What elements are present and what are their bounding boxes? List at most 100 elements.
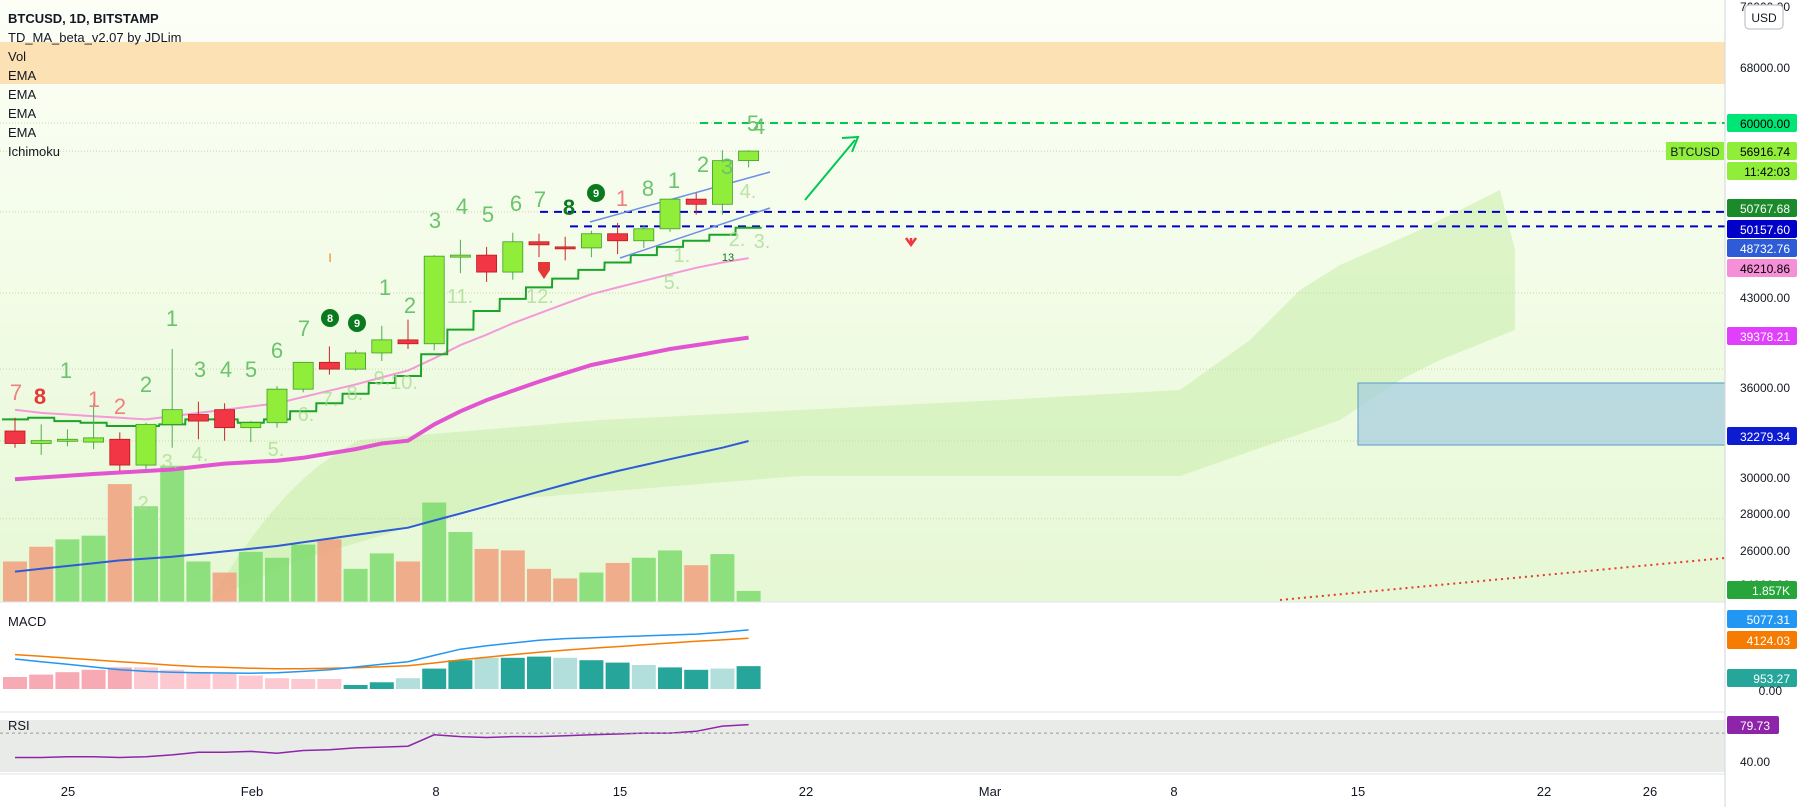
indicator-td-ma[interactable]: TD_MA_beta_v2.07 by JDLim bbox=[8, 30, 182, 45]
indicator-ema-2[interactable]: EMA bbox=[8, 87, 37, 102]
macd-histogram-bar bbox=[500, 657, 525, 689]
td-faded-count: 3. bbox=[754, 231, 771, 253]
macd-histogram-bar bbox=[579, 660, 604, 689]
td-count-green: 4 bbox=[220, 357, 232, 382]
symbol-title[interactable]: BTCUSD, 1D, BITSTAMP bbox=[8, 11, 159, 26]
price-label: 1.857K bbox=[1752, 584, 1790, 598]
candle-body bbox=[633, 228, 655, 242]
macd-histogram-bar bbox=[3, 677, 27, 689]
macd-histogram-bar bbox=[265, 678, 289, 689]
td-setup-circle bbox=[587, 184, 605, 202]
volume-bar bbox=[474, 548, 499, 602]
volume-bar bbox=[238, 551, 263, 602]
td-faded-count: 9. bbox=[374, 368, 391, 390]
volume-bar bbox=[500, 550, 525, 602]
price-label-bg bbox=[1727, 114, 1797, 132]
indicator-ema-4[interactable]: EMA bbox=[8, 125, 37, 140]
macd-histogram-bar bbox=[710, 668, 735, 689]
rsi-line bbox=[15, 723, 749, 759]
td-faded-count: 5. bbox=[664, 272, 681, 294]
volume-bar bbox=[527, 568, 551, 602]
macd-histogram-bar bbox=[134, 667, 158, 689]
macd-label: 5077.31 bbox=[1747, 613, 1791, 627]
price-axis-labels: 60000.00 56916.74 11:42:03 50767.68 50157.60… bbox=[1666, 114, 1797, 599]
price-label: 60000.00 bbox=[1740, 117, 1790, 131]
rsi-plot bbox=[0, 723, 1725, 759]
volume-bar bbox=[107, 484, 132, 602]
price-label-bg bbox=[1727, 220, 1797, 238]
currency-button[interactable] bbox=[1744, 4, 1784, 30]
volume-bar bbox=[553, 578, 578, 602]
macd-label: 953.27 bbox=[1753, 672, 1790, 686]
candlesticks[interactable] bbox=[4, 150, 759, 472]
time-tick-label: 25 bbox=[61, 784, 75, 799]
macd-histogram-bar bbox=[369, 682, 394, 689]
time-tick-label: Feb bbox=[241, 784, 263, 799]
td-count-green: 3 bbox=[429, 208, 441, 233]
candle-body bbox=[449, 254, 471, 258]
td-faded-count: 2. bbox=[138, 493, 155, 515]
td-count-green: 5 bbox=[747, 111, 759, 136]
red-down-arrow-icon bbox=[538, 270, 550, 279]
td-setup-number: 8 bbox=[327, 313, 333, 325]
macd-histogram-bar bbox=[553, 657, 578, 689]
candle-body bbox=[528, 241, 550, 246]
rsi-label-bg bbox=[1727, 716, 1779, 734]
candle-body bbox=[187, 414, 209, 422]
td-setup-number: 9 bbox=[593, 188, 599, 200]
td-setup-number: 9 bbox=[354, 318, 360, 330]
indicator-vol[interactable]: Vol bbox=[8, 49, 27, 64]
indicator-ema-1[interactable]: EMA bbox=[8, 68, 37, 83]
time-axis-bg bbox=[0, 774, 1725, 807]
volume-bar bbox=[29, 546, 54, 602]
ema-blue-line bbox=[14, 440, 749, 573]
macd-histogram-bar bbox=[186, 672, 211, 689]
volume-bar bbox=[658, 550, 682, 602]
panel-axis-labels: 5077.31 4124.03 953.270.00 79.73 40.00 bbox=[1727, 610, 1797, 769]
macd-title: MACD bbox=[8, 614, 46, 629]
time-tick-label: 26 bbox=[1643, 784, 1657, 799]
volume-bar bbox=[369, 553, 394, 602]
down-arrow-icon bbox=[904, 237, 918, 248]
time-tick-label: Mar bbox=[979, 784, 1002, 799]
td-faded-count: 5. bbox=[268, 439, 285, 461]
indicator-legend: BTCUSD, 1D, BITSTAMP TD_MA_beta_v2.07 by… bbox=[8, 9, 181, 161]
macd-histogram-bar bbox=[658, 667, 682, 689]
macd-label-bg bbox=[1727, 631, 1797, 649]
price-tick-label: 26000.00 bbox=[1740, 544, 1790, 558]
candle-body bbox=[423, 255, 445, 345]
currency-button-label[interactable]: USD bbox=[1751, 11, 1777, 25]
td-count-red: 1 bbox=[88, 387, 100, 412]
price-label-bg bbox=[1727, 162, 1797, 180]
volume-bar bbox=[684, 565, 709, 602]
price-label: 50157.60 bbox=[1740, 223, 1790, 237]
channel-upper-line bbox=[589, 171, 771, 223]
td-faded-count: 8. bbox=[347, 383, 364, 405]
macd-plot bbox=[3, 629, 761, 689]
candle-body bbox=[738, 150, 759, 162]
macd-histogram-bar bbox=[29, 674, 54, 689]
volume-bar bbox=[343, 568, 368, 602]
macd-histogram-bar bbox=[474, 657, 499, 689]
price-label: 46210.86 bbox=[1740, 262, 1790, 276]
volume-bar bbox=[160, 465, 185, 602]
candle-body bbox=[83, 437, 104, 443]
volume-bar bbox=[631, 557, 656, 602]
macd-histogram-bar bbox=[81, 669, 106, 689]
td-count-green: 7 bbox=[534, 187, 546, 212]
macd-histogram-bar bbox=[605, 662, 630, 689]
indicator-ema-3[interactable]: EMA bbox=[8, 106, 37, 121]
indicator-ichimoku[interactable]: Ichimoku bbox=[8, 144, 61, 159]
volume-bar bbox=[710, 554, 735, 602]
td-count-green: 5 bbox=[245, 357, 257, 382]
td-count-green: 2 bbox=[697, 152, 709, 177]
candle-body bbox=[266, 388, 288, 424]
candle-body bbox=[30, 440, 52, 444]
td-faded-count: 4. bbox=[740, 181, 757, 203]
candle-body bbox=[109, 438, 131, 466]
volume-bar bbox=[291, 544, 316, 602]
volume-bar bbox=[3, 561, 27, 602]
td-count-green: 3 bbox=[194, 357, 206, 382]
